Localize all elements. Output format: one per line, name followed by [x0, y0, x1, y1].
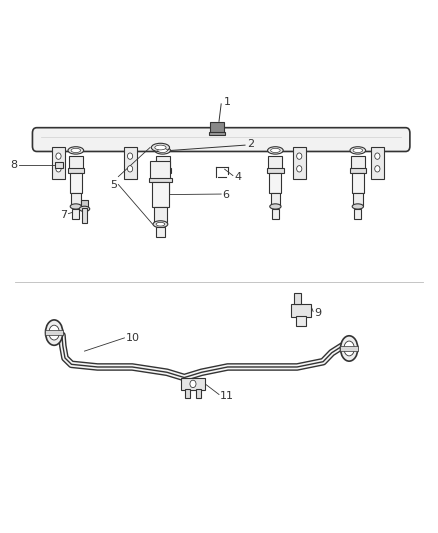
Bar	[159, 209, 166, 219]
Circle shape	[127, 153, 133, 159]
Bar	[350, 168, 366, 173]
Bar	[352, 173, 364, 193]
Circle shape	[297, 153, 302, 159]
Bar	[69, 156, 83, 171]
Ellipse shape	[46, 320, 63, 345]
Bar	[269, 173, 282, 193]
Bar	[55, 161, 63, 168]
Ellipse shape	[270, 204, 281, 209]
Circle shape	[190, 380, 196, 387]
Bar	[371, 147, 384, 179]
Bar	[72, 209, 79, 219]
Bar	[154, 207, 166, 222]
Bar	[290, 303, 311, 317]
Bar	[156, 173, 169, 193]
Bar	[271, 193, 280, 206]
Bar	[210, 123, 224, 133]
Bar	[82, 208, 87, 223]
Circle shape	[375, 166, 380, 172]
Circle shape	[56, 153, 61, 159]
Bar	[267, 168, 284, 173]
Bar	[151, 161, 170, 179]
Bar	[340, 346, 358, 351]
Ellipse shape	[70, 204, 81, 209]
Bar	[124, 147, 137, 179]
Text: 8: 8	[10, 160, 17, 169]
Bar	[156, 228, 165, 237]
Ellipse shape	[352, 204, 364, 209]
Bar	[268, 156, 283, 171]
Bar	[152, 182, 169, 207]
Text: 5: 5	[110, 180, 117, 190]
Bar	[46, 330, 63, 335]
Ellipse shape	[350, 147, 366, 154]
Bar	[155, 156, 170, 171]
Bar	[353, 193, 363, 206]
Ellipse shape	[155, 147, 170, 154]
Ellipse shape	[344, 341, 354, 356]
Ellipse shape	[340, 336, 358, 361]
Text: 6: 6	[223, 190, 230, 200]
Ellipse shape	[156, 222, 165, 226]
Bar	[158, 193, 167, 206]
FancyBboxPatch shape	[32, 128, 410, 151]
Text: 4: 4	[234, 172, 241, 182]
Bar	[196, 389, 201, 398]
Text: 9: 9	[314, 308, 321, 318]
Ellipse shape	[353, 148, 363, 152]
Ellipse shape	[157, 204, 168, 209]
Ellipse shape	[271, 148, 280, 152]
Bar	[149, 177, 172, 182]
Bar	[296, 316, 306, 326]
Bar	[81, 200, 88, 208]
Bar	[181, 378, 205, 390]
Text: 11: 11	[220, 391, 234, 400]
Circle shape	[56, 166, 61, 172]
Ellipse shape	[268, 147, 283, 154]
Circle shape	[297, 166, 302, 172]
Bar	[272, 209, 279, 219]
Text: 7: 7	[60, 209, 67, 220]
Bar	[52, 147, 65, 179]
Bar	[293, 147, 306, 179]
Text: 1: 1	[223, 98, 230, 107]
Bar	[351, 156, 365, 171]
Ellipse shape	[153, 221, 168, 228]
Bar	[71, 193, 81, 206]
Ellipse shape	[158, 148, 167, 152]
Ellipse shape	[49, 325, 60, 340]
Bar	[354, 209, 361, 219]
Bar	[294, 293, 301, 303]
Ellipse shape	[79, 206, 90, 212]
Bar	[70, 173, 82, 193]
Ellipse shape	[155, 145, 166, 150]
Ellipse shape	[151, 143, 170, 152]
Ellipse shape	[71, 148, 81, 152]
Ellipse shape	[68, 147, 84, 154]
Bar	[209, 132, 225, 135]
Text: 2: 2	[247, 139, 254, 149]
Text: 10: 10	[126, 333, 140, 343]
Bar	[185, 389, 191, 398]
Bar	[154, 168, 171, 173]
Circle shape	[375, 153, 380, 159]
Bar	[67, 168, 84, 173]
Circle shape	[127, 166, 133, 172]
